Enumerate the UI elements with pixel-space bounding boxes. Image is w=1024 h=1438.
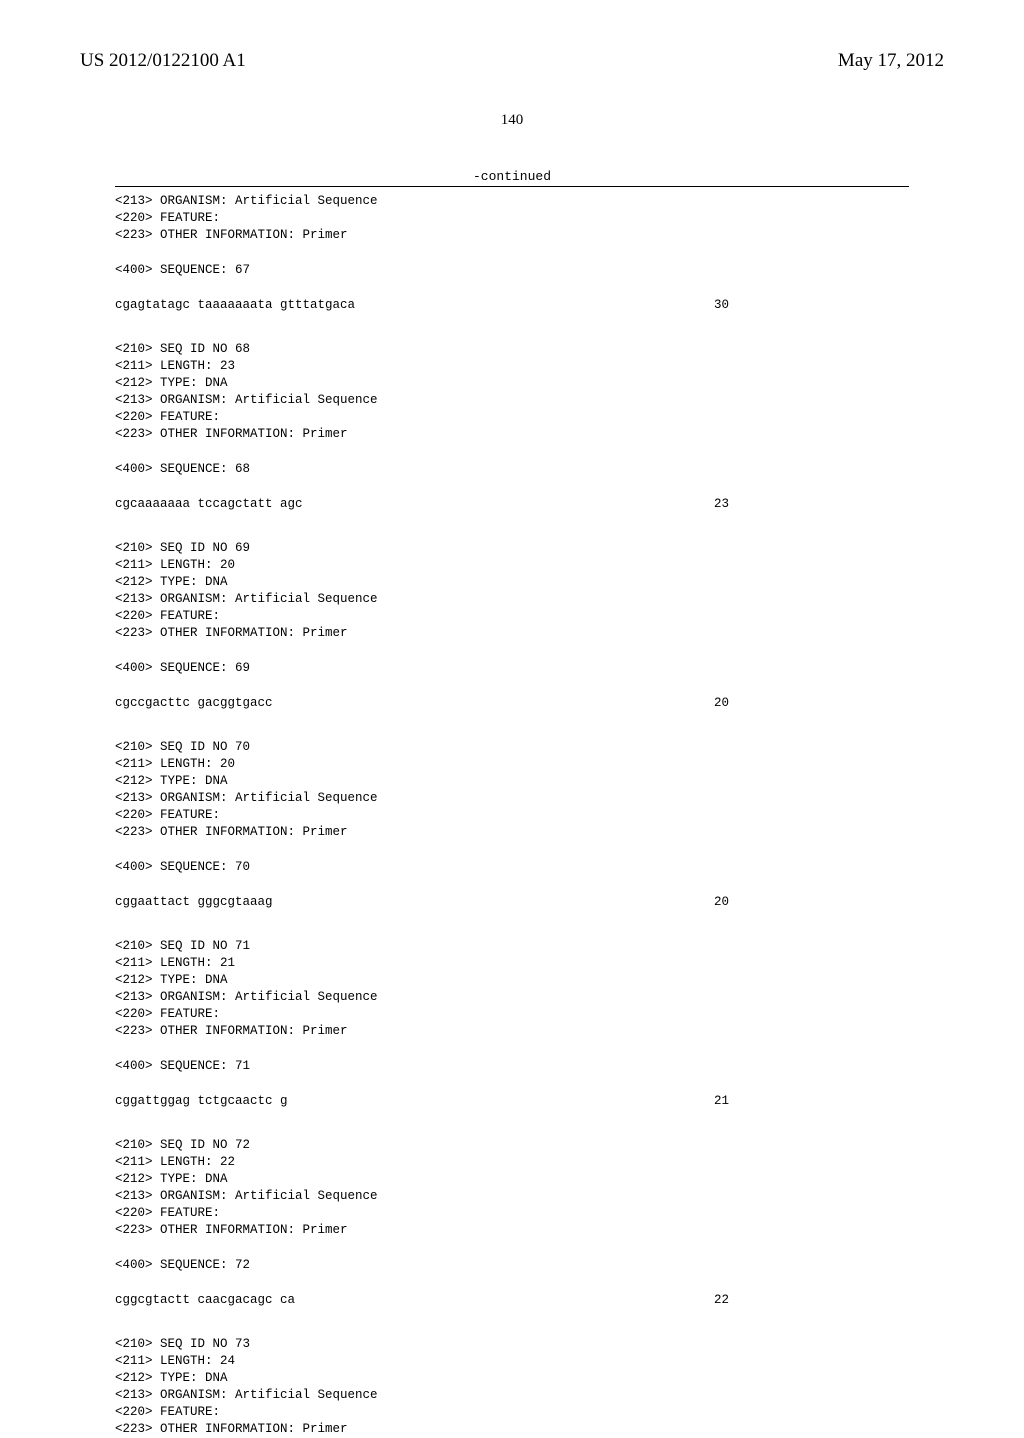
publication-date: May 17, 2012 — [838, 50, 944, 72]
sequence-block: <400> SEQUENCE: 67 — [115, 262, 909, 279]
sequence-meta-line: <213> ORGANISM: Artificial Sequence — [115, 392, 909, 409]
sequence-meta-line: <220> FEATURE: — [115, 807, 909, 824]
sequence-meta-line: <212> TYPE: DNA — [115, 375, 909, 392]
sequence-meta-line: <213> ORGANISM: Artificial Sequence — [115, 193, 909, 210]
sequence-meta-line: <223> OTHER INFORMATION: Primer — [115, 227, 909, 244]
sequence-text: cggaattact gggcgtaaag — [115, 894, 273, 911]
sequence-meta-line: <213> ORGANISM: Artificial Sequence — [115, 1188, 909, 1205]
sequence-meta-line: <211> LENGTH: 24 — [115, 1353, 909, 1370]
sequence-meta-line: <212> TYPE: DNA — [115, 1171, 909, 1188]
sequence-length-number: 21 — [714, 1093, 909, 1110]
sequence-block: cggcgtactt caacgacagc ca 22 — [115, 1292, 909, 1309]
sequence-block: <210> SEQ ID NO 69<211> LENGTH: 20<212> … — [115, 540, 909, 641]
sequence-length-number: 30 — [714, 297, 909, 314]
sequence-block: <210> SEQ ID NO 70<211> LENGTH: 20<212> … — [115, 739, 909, 840]
sequence-meta-line: <223> OTHER INFORMATION: Primer — [115, 1023, 909, 1040]
sequence-meta-line: <211> LENGTH: 20 — [115, 557, 909, 574]
sequence-meta-line: <220> FEATURE: — [115, 1205, 909, 1222]
sequence-meta-line: <212> TYPE: DNA — [115, 773, 909, 790]
sequence-meta-line: <210> SEQ ID NO 73 — [115, 1336, 909, 1353]
sequence-text: cggcgtactt caacgacagc ca — [115, 1292, 295, 1309]
sequence-block: cgagtatagc taaaaaaata gtttatgaca 30 — [115, 297, 909, 314]
sequence-block: <400> SEQUENCE: 70 — [115, 859, 909, 876]
continued-label: -continued — [0, 169, 1024, 184]
sequence-block: cggattggag tctgcaactc g 21 — [115, 1093, 909, 1110]
publication-number: US 2012/0122100 A1 — [80, 50, 246, 72]
sequence-block: <400> SEQUENCE: 71 — [115, 1058, 909, 1075]
sequence-meta-line: <223> OTHER INFORMATION: Primer — [115, 426, 909, 443]
sequence-meta-line: <211> LENGTH: 22 — [115, 1154, 909, 1171]
sequence-data-line: cgccgacttc gacggtgacc 20 — [115, 695, 909, 712]
top-divider — [115, 186, 909, 187]
sequence-meta-line: <213> ORGANISM: Artificial Sequence — [115, 591, 909, 608]
sequence-meta-line: <220> FEATURE: — [115, 1006, 909, 1023]
sequence-block: <210> SEQ ID NO 71<211> LENGTH: 21<212> … — [115, 938, 909, 1039]
sequence-block: cggaattact gggcgtaaag 20 — [115, 894, 909, 911]
sequence-block: <400> SEQUENCE: 68 — [115, 461, 909, 478]
sequence-length-number: 20 — [714, 894, 909, 911]
page-number: 140 — [0, 112, 1024, 129]
sequence-meta-line: <400> SEQUENCE: 67 — [115, 262, 909, 279]
sequence-block: <210> SEQ ID NO 72<211> LENGTH: 22<212> … — [115, 1137, 909, 1238]
sequence-meta-line: <400> SEQUENCE: 71 — [115, 1058, 909, 1075]
sequence-meta-line: <211> LENGTH: 20 — [115, 756, 909, 773]
sequence-text: cgcaaaaaaa tccagctatt agc — [115, 496, 303, 513]
sequence-meta-line: <220> FEATURE: — [115, 409, 909, 426]
sequence-meta-line: <220> FEATURE: — [115, 608, 909, 625]
sequence-meta-line: <213> ORGANISM: Artificial Sequence — [115, 1387, 909, 1404]
sequence-meta-line: <400> SEQUENCE: 68 — [115, 461, 909, 478]
sequence-meta-line: <223> OTHER INFORMATION: Primer — [115, 625, 909, 642]
sequence-data-line: cgagtatagc taaaaaaata gtttatgaca 30 — [115, 297, 909, 314]
sequence-meta-line: <210> SEQ ID NO 70 — [115, 739, 909, 756]
sequence-meta-line: <210> SEQ ID NO 71 — [115, 938, 909, 955]
sequence-text: cggattggag tctgcaactc g — [115, 1093, 288, 1110]
sequence-block: <210> SEQ ID NO 73<211> LENGTH: 24<212> … — [115, 1336, 909, 1437]
sequence-meta-line: <211> LENGTH: 21 — [115, 955, 909, 972]
sequence-listing: <213> ORGANISM: Artificial Sequence<220>… — [115, 193, 909, 1438]
sequence-meta-line: <210> SEQ ID NO 69 — [115, 540, 909, 557]
sequence-data-line: cggaattact gggcgtaaag 20 — [115, 894, 909, 911]
sequence-text: cgagtatagc taaaaaaata gtttatgaca — [115, 297, 355, 314]
sequence-meta-line: <220> FEATURE: — [115, 1404, 909, 1421]
sequence-meta-line: <212> TYPE: DNA — [115, 1370, 909, 1387]
sequence-data-line: cggcgtactt caacgacagc ca 22 — [115, 1292, 909, 1309]
sequence-block: cgcaaaaaaa tccagctatt agc 23 — [115, 496, 909, 513]
page-header: US 2012/0122100 A1 May 17, 2012 — [0, 0, 1024, 82]
sequence-block: <213> ORGANISM: Artificial Sequence<220>… — [115, 193, 909, 244]
sequence-meta-line: <210> SEQ ID NO 68 — [115, 341, 909, 358]
sequence-data-line: cgcaaaaaaa tccagctatt agc 23 — [115, 496, 909, 513]
sequence-data-line: cggattggag tctgcaactc g 21 — [115, 1093, 909, 1110]
sequence-meta-line: <400> SEQUENCE: 72 — [115, 1257, 909, 1274]
sequence-meta-line: <223> OTHER INFORMATION: Primer — [115, 1421, 909, 1438]
sequence-block: cgccgacttc gacggtgacc 20 — [115, 695, 909, 712]
sequence-block: <210> SEQ ID NO 68<211> LENGTH: 23<212> … — [115, 341, 909, 442]
sequence-block: <400> SEQUENCE: 72 — [115, 1257, 909, 1274]
sequence-meta-line: <213> ORGANISM: Artificial Sequence — [115, 790, 909, 807]
sequence-length-number: 23 — [714, 496, 909, 513]
sequence-length-number: 20 — [714, 695, 909, 712]
sequence-meta-line: <213> ORGANISM: Artificial Sequence — [115, 989, 909, 1006]
sequence-meta-line: <212> TYPE: DNA — [115, 574, 909, 591]
sequence-meta-line: <223> OTHER INFORMATION: Primer — [115, 824, 909, 841]
sequence-meta-line: <400> SEQUENCE: 69 — [115, 660, 909, 677]
sequence-meta-line: <220> FEATURE: — [115, 210, 909, 227]
sequence-meta-line: <400> SEQUENCE: 70 — [115, 859, 909, 876]
sequence-meta-line: <210> SEQ ID NO 72 — [115, 1137, 909, 1154]
sequence-text: cgccgacttc gacggtgacc — [115, 695, 273, 712]
sequence-length-number: 22 — [714, 1292, 909, 1309]
sequence-meta-line: <212> TYPE: DNA — [115, 972, 909, 989]
sequence-meta-line: <223> OTHER INFORMATION: Primer — [115, 1222, 909, 1239]
sequence-block: <400> SEQUENCE: 69 — [115, 660, 909, 677]
sequence-meta-line: <211> LENGTH: 23 — [115, 358, 909, 375]
